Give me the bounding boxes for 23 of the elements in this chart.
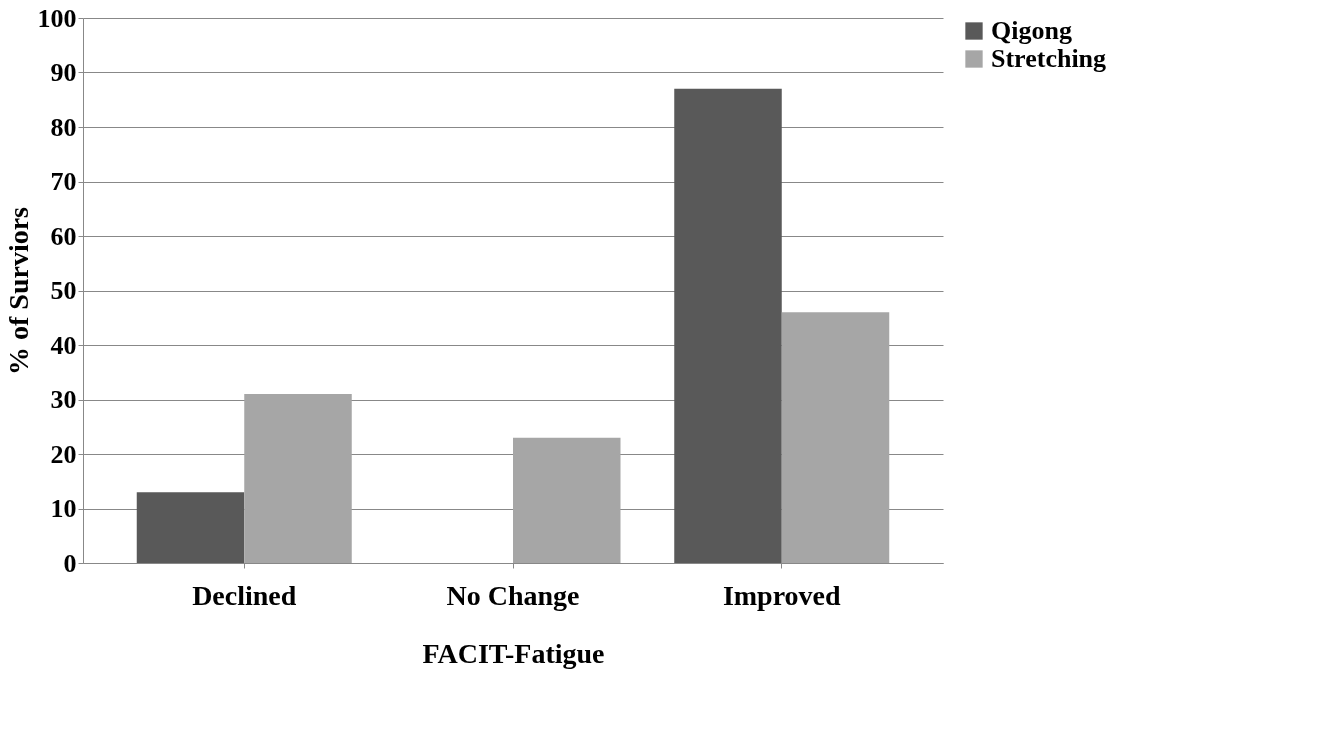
y-tick-label: 20 — [50, 439, 77, 469]
bar — [513, 437, 621, 563]
x-axis-title: FACIT-Fatigue — [422, 637, 605, 669]
x-tick-label: Improved — [722, 579, 842, 611]
y-tick-label: 50 — [50, 276, 77, 305]
bar — [674, 88, 782, 563]
bar — [136, 492, 245, 563]
y-tick-label: 70 — [50, 167, 77, 196]
x-tick-label: No Change — [446, 579, 580, 611]
y-tick-label: 90 — [50, 58, 77, 87]
y-axis-title: % of Surviors — [2, 206, 34, 375]
y-tick-label: 60 — [50, 221, 77, 251]
bar — [781, 312, 890, 563]
legend-label: Qigong — [991, 16, 1072, 45]
y-tick-label: 0 — [63, 548, 77, 578]
y-tick-label: 40 — [50, 330, 77, 360]
bar — [244, 394, 352, 563]
y-tick-label: 10 — [50, 494, 77, 523]
x-tick-label: Declined — [192, 579, 297, 611]
legend-label: Stretching — [991, 44, 1107, 73]
y-tick-label: 100 — [37, 3, 77, 33]
y-tick-label: 30 — [50, 385, 77, 414]
y-tick-label: 80 — [50, 112, 77, 142]
